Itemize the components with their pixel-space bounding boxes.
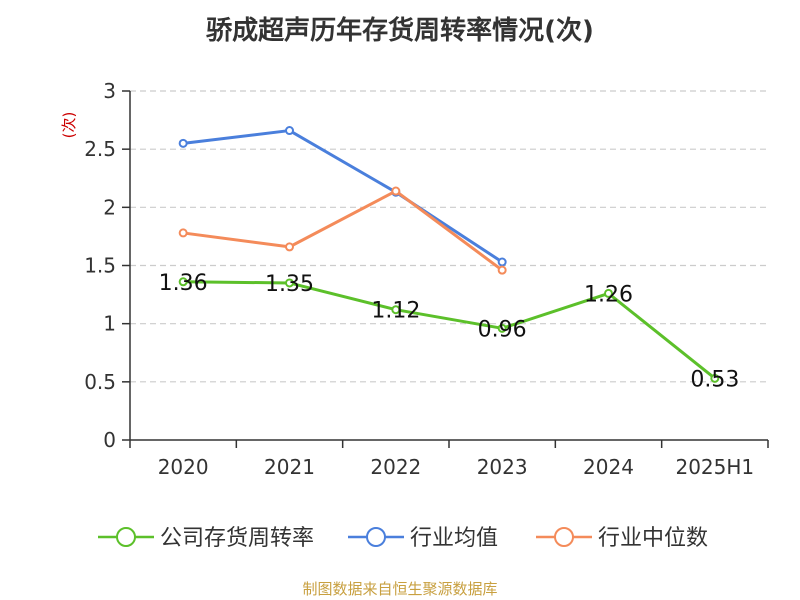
x-tick-label: 2025H1 [675,455,754,479]
data-point [391,186,401,196]
data-label: 1.35 [265,272,314,297]
x-tick-label: 2020 [158,455,209,479]
data-point [391,305,401,315]
data-point [604,288,613,298]
data-point [497,257,507,267]
legend-label: 行业中位数 [598,526,708,551]
legend-label: 行业均值 [410,526,498,551]
y-tick-label: 3 [103,79,116,103]
data-point [710,373,720,383]
series-line [182,189,504,272]
data-point [285,126,294,136]
data-point [497,265,507,275]
data-label: 1.12 [371,299,420,324]
data-label: 0.96 [478,317,527,342]
data-point [497,323,507,333]
y-tick-label: 2.5 [84,137,116,161]
legend-marker [554,527,574,547]
source-note: 制图数据来自恒生聚源数据库 [302,580,498,598]
legend-marker [116,527,136,547]
grid-lines [130,90,768,383]
chart-title: 骄成超声历年存货周转率情况(次) [206,16,594,46]
legend-label: 公司存货周转率 [160,526,314,551]
series-lines [178,126,720,383]
data-labels: 1.36 1.35 1.12 0.96 1.26 0.53 [159,271,740,393]
y-tick-label: 2 [103,195,116,219]
data-point [178,138,188,148]
data-point [178,228,188,238]
axes: 0 0.5 1 1.5 2 2.5 3 2020 2021 2022 2023 2024 2025H1 (… [60,79,769,479]
y-axis-label: (次) [60,112,78,139]
data-label: 1.26 [584,282,633,307]
y-tick-label: 1 [103,312,116,336]
y-tick-label: 0.5 [84,370,116,394]
x-tick-label: 2024 [583,455,634,479]
data-point [285,278,294,288]
y-tick-label: 0 [103,428,116,452]
data-point [178,277,188,287]
series-line [183,280,716,380]
x-tick-label: 2022 [370,455,421,479]
x-tick-label: 2021 [264,455,315,479]
y-tick-label: 1.5 [84,254,116,278]
data-point [285,242,294,252]
data-label: 0.53 [690,367,739,392]
x-tick-label: 2023 [477,455,528,479]
legend-marker [366,527,386,547]
data-label: 1.36 [159,271,208,296]
series-line [182,129,503,264]
legend: 公司存货周转率 行业均值 行业中位数 [98,526,708,551]
